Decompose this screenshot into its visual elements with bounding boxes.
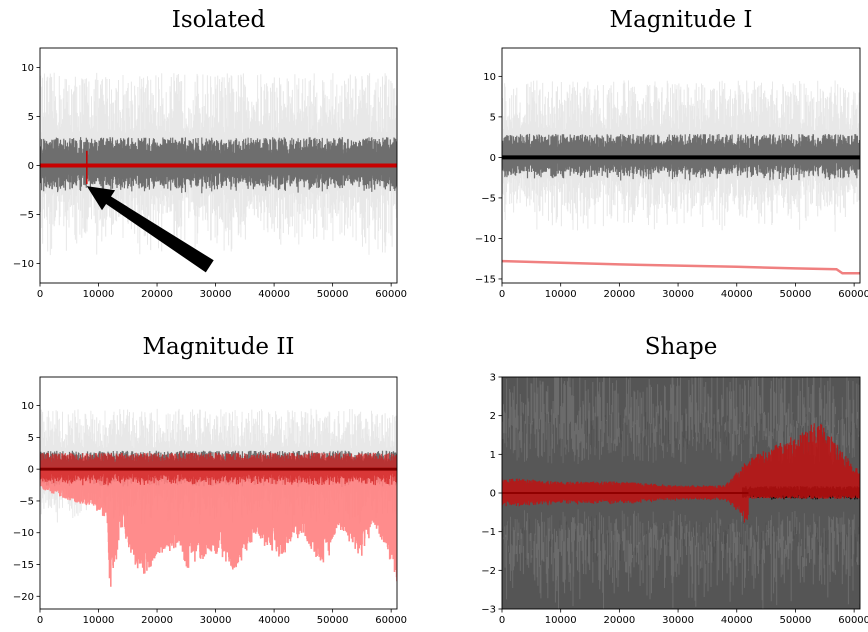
x-tick-label: 10000 [545, 615, 577, 626]
x-tick-label: 10000 [545, 289, 577, 300]
x-tick-label: 40000 [721, 289, 753, 300]
x-tick-label: 30000 [662, 289, 694, 300]
x-tick-label: 60000 [838, 615, 868, 626]
x-tick-label: 50000 [780, 615, 812, 626]
x-tick-label: 50000 [317, 615, 349, 626]
x-tick-label: 50000 [780, 289, 812, 300]
x-tick-label: 40000 [721, 615, 753, 626]
plot-area [502, 80, 860, 275]
y-tick-label: −5 [19, 210, 34, 221]
y-tick-label: 0 [28, 465, 34, 476]
y-tick-label: −15 [13, 560, 34, 571]
subplot-title: Shape [645, 334, 718, 360]
subplot-1: 0 10000 20000 30000 40000 50000 60000 −10 −5 0 5 10… [13, 7, 407, 300]
x-tick-label: 20000 [603, 615, 635, 626]
highlight-series [40, 467, 397, 587]
x-tick-label: 60000 [838, 289, 868, 300]
x-tick-label: 60000 [375, 289, 407, 300]
x-tick-label: 50000 [317, 289, 349, 300]
annotation-arrow [86, 186, 214, 273]
x-tick-label: 0 [499, 615, 505, 626]
y-tick-label: 0 [490, 489, 496, 500]
subplot-title: Magnitude II [142, 334, 294, 360]
y-tick-label: −10 [13, 259, 34, 270]
x-tick-label: 30000 [662, 615, 694, 626]
y-tick-label: 5 [28, 433, 34, 444]
y-tick-label: −5 [19, 496, 34, 507]
x-tick-label: 40000 [258, 289, 290, 300]
x-tick-label: 30000 [200, 615, 232, 626]
x-tick-label: 20000 [603, 289, 635, 300]
highlight-series [502, 259, 860, 275]
subplot-3: 0 10000 20000 30000 40000 50000 60000 −20 −15 −10… [13, 334, 407, 626]
subplot-4: 0 10000 20000 30000 40000 50000 60000 −3 −2 −1 0 1 2… [481, 334, 868, 626]
x-tick-label: 20000 [141, 289, 173, 300]
y-tick-label: 0 [490, 153, 496, 164]
y-tick-label: −10 [13, 528, 34, 539]
subplot-title: Isolated [172, 7, 266, 33]
subplot-title: Magnitude I [610, 7, 753, 33]
y-tick-label: −1 [481, 527, 496, 538]
y-tick-label: −20 [13, 592, 34, 603]
x-tick-label: 60000 [375, 615, 407, 626]
subplot-2: 0 10000 20000 30000 40000 50000 60000 −15 −10 −5 0… [475, 7, 868, 300]
y-tick-label: 1 [490, 450, 496, 461]
y-tick-label: −3 [481, 605, 496, 616]
plot-area [40, 72, 397, 256]
y-tick-label: 5 [28, 112, 34, 123]
y-tick-label: −5 [481, 193, 496, 204]
y-tick-label: 10 [21, 401, 34, 412]
axes-frame [501, 47, 861, 284]
x-tick-label: 20000 [141, 615, 173, 626]
x-tick-label: 30000 [200, 289, 232, 300]
axes-frame [39, 376, 398, 610]
x-tick-label: 0 [37, 615, 43, 626]
y-tick-label: −15 [475, 274, 496, 285]
y-tick-label: 10 [21, 63, 34, 74]
y-tick-label: 2 [490, 411, 496, 422]
y-tick-label: 3 [490, 373, 496, 384]
y-tick-label: 0 [28, 161, 34, 172]
x-tick-label: 10000 [83, 289, 115, 300]
plot-area [40, 408, 397, 587]
x-tick-label: 40000 [258, 615, 290, 626]
y-tick-label: −2 [481, 566, 496, 577]
plot-area [502, 377, 860, 609]
x-tick-label: 0 [499, 289, 505, 300]
y-tick-label: 10 [483, 72, 496, 83]
y-tick-label: −10 [475, 234, 496, 245]
y-tick-label: 5 [490, 112, 496, 123]
x-tick-label: 10000 [83, 615, 115, 626]
x-tick-label: 0 [37, 289, 43, 300]
